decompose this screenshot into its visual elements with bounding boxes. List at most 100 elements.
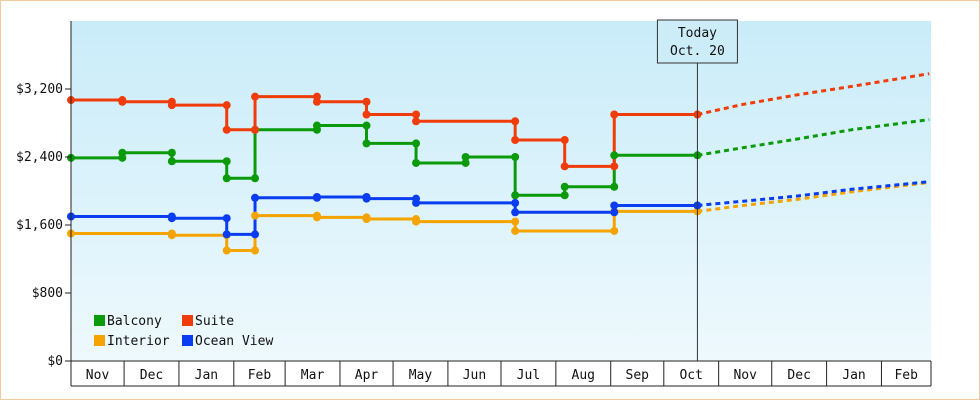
data-point bbox=[511, 136, 520, 144]
data-point bbox=[312, 192, 321, 201]
data-point bbox=[362, 110, 371, 119]
series-forecast-1 bbox=[697, 72, 930, 116]
data-point bbox=[461, 158, 470, 167]
y-tick-label: $0 bbox=[47, 354, 63, 369]
data-point bbox=[362, 97, 371, 106]
legend-swatch bbox=[94, 335, 105, 346]
data-point bbox=[610, 201, 619, 210]
data-point bbox=[251, 125, 260, 134]
data-point bbox=[118, 97, 127, 106]
x-tick-label: Jul bbox=[517, 368, 540, 383]
legend-swatch bbox=[182, 335, 193, 346]
legend-swatch bbox=[182, 315, 193, 326]
data-point bbox=[511, 217, 520, 226]
data-point bbox=[511, 198, 520, 207]
x-tick-label: Aug bbox=[572, 368, 595, 383]
data-point bbox=[412, 158, 421, 167]
x-tick-label: May bbox=[409, 368, 433, 383]
legend-label: Ocean View bbox=[195, 334, 273, 349]
data-point bbox=[251, 246, 260, 255]
axes: $0 $800 $1,600 $2,400 $3,200 Nov Dec Jan Feb Mar A… bbox=[16, 21, 932, 387]
x-tick-label: Dec bbox=[787, 368, 810, 383]
data-point bbox=[222, 246, 231, 255]
x-tick-label: Apr bbox=[355, 368, 379, 383]
data-point bbox=[167, 157, 176, 166]
today-date-label: Oct. 20 bbox=[670, 44, 725, 59]
data-point bbox=[560, 136, 569, 144]
data-point bbox=[511, 191, 520, 200]
x-tick-label: Jan bbox=[195, 368, 218, 383]
data-point bbox=[610, 151, 619, 160]
today-label: Today bbox=[678, 26, 717, 41]
data-point bbox=[251, 211, 260, 220]
data-point bbox=[412, 117, 421, 126]
data-point bbox=[312, 213, 321, 222]
data-point bbox=[312, 121, 321, 130]
data-point bbox=[167, 231, 176, 240]
data-point bbox=[362, 194, 371, 203]
series-markers bbox=[67, 92, 702, 255]
series-forecast-3 bbox=[697, 180, 930, 207]
x-tick-label: Feb bbox=[248, 368, 272, 383]
series-line-2 bbox=[71, 209, 698, 252]
data-point bbox=[610, 162, 619, 171]
series-forecast-0 bbox=[697, 118, 930, 157]
today-marker: Today Oct. 20 bbox=[656, 19, 738, 361]
legend-label: Balcony bbox=[107, 314, 162, 329]
y-tick-label: $3,200 bbox=[16, 82, 63, 97]
x-tick-label: Feb bbox=[894, 368, 918, 383]
y-tick-label: $1,600 bbox=[16, 218, 63, 233]
data-point bbox=[251, 92, 260, 101]
data-point bbox=[412, 110, 421, 119]
series-forecast-2 bbox=[697, 181, 930, 213]
data-point bbox=[461, 153, 470, 161]
data-point bbox=[118, 148, 127, 157]
y-tick-label: $2,400 bbox=[16, 150, 63, 165]
data-point bbox=[610, 208, 619, 217]
data-point bbox=[511, 226, 520, 235]
data-point bbox=[511, 153, 520, 161]
data-point bbox=[412, 198, 421, 207]
data-point bbox=[251, 230, 260, 239]
data-point bbox=[222, 125, 231, 134]
plot-background bbox=[71, 21, 931, 361]
data-point bbox=[167, 148, 176, 157]
series-line-3 bbox=[71, 195, 698, 236]
data-point bbox=[222, 230, 231, 239]
data-point bbox=[362, 121, 371, 130]
data-point bbox=[362, 215, 371, 224]
data-point bbox=[610, 110, 619, 119]
today-box bbox=[656, 19, 738, 64]
y-tick-label: $800 bbox=[32, 286, 63, 301]
data-point bbox=[222, 214, 231, 223]
data-point bbox=[222, 174, 231, 183]
data-point bbox=[251, 193, 260, 202]
x-tick-label: Nov bbox=[86, 368, 110, 383]
x-tick-label: Mar bbox=[301, 368, 325, 383]
data-point bbox=[167, 214, 176, 223]
data-point bbox=[251, 174, 260, 183]
data-point bbox=[222, 157, 231, 166]
data-point bbox=[412, 139, 421, 148]
x-tick-label: Dec bbox=[140, 368, 163, 383]
data-point bbox=[222, 101, 231, 110]
data-point bbox=[610, 182, 619, 191]
legend-label: Interior bbox=[107, 334, 170, 349]
data-point bbox=[560, 162, 569, 171]
legend: Balcony Suite Interior Ocean View bbox=[94, 314, 273, 349]
x-tick-label: Sep bbox=[626, 368, 650, 383]
data-point bbox=[610, 226, 619, 235]
data-point bbox=[412, 217, 421, 226]
x-tick-label: Jan bbox=[842, 368, 865, 383]
legend-label: Suite bbox=[195, 314, 234, 329]
data-point bbox=[511, 117, 520, 126]
data-point bbox=[511, 208, 520, 217]
data-point bbox=[560, 191, 569, 200]
x-tick-label: Nov bbox=[733, 368, 757, 383]
data-point bbox=[560, 182, 569, 191]
data-point bbox=[312, 97, 321, 106]
x-tick-label: Jun bbox=[463, 368, 486, 383]
x-tick-label: Oct bbox=[679, 368, 702, 383]
